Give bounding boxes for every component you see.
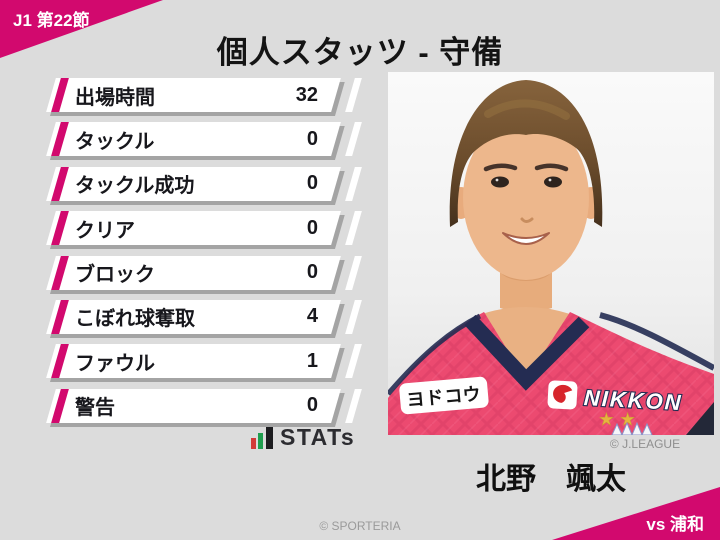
stat-value: 0 bbox=[306, 261, 318, 284]
stat-row-fouls: ファウル 1 bbox=[46, 344, 362, 379]
stat-value: 0 bbox=[306, 216, 318, 239]
photo-credit: © J.LEAGUE bbox=[609, 437, 681, 451]
stat-value: 32 bbox=[295, 83, 318, 106]
club-crest bbox=[611, 421, 653, 435]
stat-value: 1 bbox=[306, 349, 318, 372]
jersey-stars: ★★ bbox=[599, 410, 641, 429]
stat-label: タックル bbox=[75, 130, 155, 153]
stat-value: 0 bbox=[306, 127, 318, 150]
stat-row-loose-ball-recoveries: こぼれ球奪取 4 bbox=[46, 299, 362, 334]
bar-chart-icon bbox=[251, 438, 256, 449]
sporteria-credit: © SPORTERIA bbox=[319, 519, 401, 533]
stats-brand-logo: STATs bbox=[251, 424, 355, 449]
face bbox=[463, 116, 589, 280]
eye bbox=[544, 176, 562, 188]
stat-label: 出場時間 bbox=[75, 86, 155, 109]
stat-row-blocks: ブロック 0 bbox=[46, 255, 362, 290]
player-name: 北野 颯太 bbox=[476, 463, 626, 496]
stat-label: ブロック bbox=[75, 264, 155, 287]
stat-label: クリア bbox=[75, 219, 135, 242]
sponsor-nikkon-label: NIKKON bbox=[583, 385, 683, 415]
stat-row-sliver bbox=[345, 299, 362, 334]
nikkon-swoosh-icon bbox=[553, 384, 573, 403]
stat-row-sliver bbox=[345, 344, 362, 379]
stat-row-sliver bbox=[345, 122, 362, 157]
opponent-badge-label: vs 浦和 bbox=[646, 515, 704, 534]
stat-value: 4 bbox=[306, 305, 318, 328]
bar-chart-icon bbox=[266, 427, 273, 449]
stat-label: 警告 bbox=[75, 397, 115, 420]
sponsor-patch-yodoko: ヨドコウ bbox=[399, 376, 489, 415]
stat-label: こぼれ球奪取 bbox=[75, 308, 195, 331]
stat-row-tackles: タックル 0 bbox=[46, 122, 362, 157]
stat-value: 0 bbox=[306, 394, 318, 417]
stat-row-sliver bbox=[345, 211, 362, 246]
stat-label: ファウル bbox=[75, 352, 155, 375]
stats-brand-label: STATs bbox=[280, 424, 356, 450]
sponsor-patch-nikkon: NIKKON bbox=[547, 380, 684, 416]
player-photo: ヨドコウ NIKKON ★★ bbox=[388, 72, 714, 435]
stat-row-minutes: 出場時間 32 bbox=[46, 78, 362, 112]
eye bbox=[491, 176, 509, 188]
player-portrait-illustration: ヨドコウ NIKKON ★★ bbox=[388, 72, 714, 435]
page-title: 個人スタッツ - 守備 bbox=[216, 35, 504, 70]
matchday-badge-label: J1 第22節 bbox=[13, 11, 90, 30]
jersey-collar bbox=[464, 314, 590, 391]
mouth bbox=[502, 232, 550, 245]
stat-row-sliver bbox=[345, 78, 362, 112]
stat-row-tackles-won: タックル成功 0 bbox=[46, 166, 362, 201]
stats-list: 出場時間 32 タックル 0 タックル成功 0 クリア 0 ブロック 0 こぼれ球奪取 4 bbox=[46, 78, 362, 433]
stat-row-clearances: クリア 0 bbox=[46, 211, 362, 246]
stat-row-sliver bbox=[345, 166, 362, 201]
bar-chart-icon bbox=[258, 433, 263, 449]
stat-row-sliver bbox=[345, 255, 362, 290]
stat-row-sliver bbox=[345, 388, 362, 423]
stat-label: タックル成功 bbox=[75, 175, 195, 198]
stat-row-yellow-cards: 警告 0 bbox=[46, 388, 362, 423]
stat-value: 0 bbox=[306, 172, 318, 195]
